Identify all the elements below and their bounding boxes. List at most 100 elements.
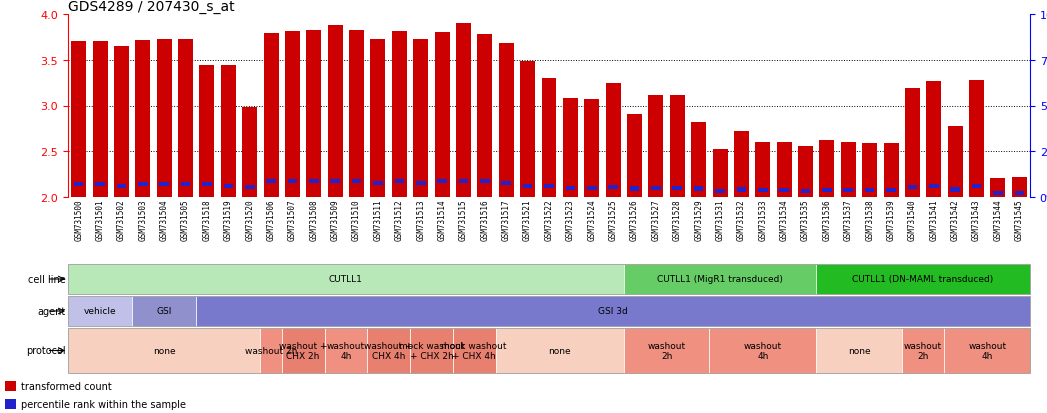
Text: CUTLL1 (MigR1 transduced): CUTLL1 (MigR1 transduced) — [658, 275, 783, 284]
Bar — [520, 62, 535, 197]
Bar — [758, 189, 767, 193]
Text: GSM731520: GSM731520 — [245, 199, 254, 240]
Text: GSM731543: GSM731543 — [972, 199, 981, 240]
Bar — [820, 141, 834, 197]
Bar — [755, 143, 771, 197]
Bar — [844, 189, 853, 193]
Bar — [624, 264, 817, 294]
Text: GSM731506: GSM731506 — [267, 199, 275, 240]
Text: GSM731544: GSM731544 — [994, 199, 1002, 240]
Bar — [331, 180, 340, 184]
Text: GSM731533: GSM731533 — [758, 199, 767, 240]
Text: GSM731539: GSM731539 — [887, 199, 895, 240]
Bar — [498, 44, 514, 197]
Bar — [817, 328, 901, 373]
Text: CUTLL1 (DN-MAML transduced): CUTLL1 (DN-MAML transduced) — [852, 275, 994, 284]
Text: GSM731528: GSM731528 — [673, 199, 682, 240]
Text: GSM731521: GSM731521 — [524, 199, 532, 240]
Bar — [456, 24, 471, 197]
Text: GSM731514: GSM731514 — [438, 199, 447, 240]
Text: GSM731534: GSM731534 — [780, 199, 788, 240]
Text: washout +
CHX 4h: washout + CHX 4h — [364, 341, 413, 360]
Bar — [951, 188, 960, 192]
Bar — [138, 183, 148, 187]
Text: mock washout
+ CHX 2h: mock washout + CHX 2h — [399, 341, 464, 360]
Bar — [565, 186, 575, 190]
Bar — [841, 143, 855, 197]
Text: GSM731542: GSM731542 — [951, 199, 960, 240]
Bar — [624, 328, 709, 373]
Bar — [927, 82, 941, 197]
Bar — [672, 186, 682, 190]
Text: percentile rank within the sample: percentile rank within the sample — [21, 399, 186, 409]
Bar — [905, 89, 920, 197]
Bar — [691, 123, 706, 197]
Text: none: none — [549, 346, 571, 355]
Bar — [181, 183, 191, 187]
Bar — [307, 31, 321, 197]
Text: GSM731517: GSM731517 — [502, 199, 511, 240]
Bar — [694, 187, 704, 191]
Bar — [862, 144, 877, 197]
Bar — [367, 328, 410, 373]
Text: GSM731526: GSM731526 — [630, 199, 639, 240]
Bar — [865, 189, 874, 193]
Bar — [178, 40, 193, 197]
Bar — [264, 34, 279, 197]
Text: GSI 3d: GSI 3d — [598, 307, 628, 316]
Bar — [261, 328, 282, 373]
Bar — [116, 184, 127, 188]
Bar — [5, 381, 16, 392]
Text: GSM731536: GSM731536 — [822, 199, 831, 240]
Bar — [948, 126, 962, 197]
Text: GSM731513: GSM731513 — [417, 199, 425, 240]
Bar — [990, 178, 1005, 197]
Bar — [1015, 192, 1024, 196]
Bar — [737, 188, 747, 192]
Text: washout +
CHX 2h: washout + CHX 2h — [279, 341, 328, 360]
Bar — [68, 296, 132, 326]
Text: GSM731502: GSM731502 — [117, 199, 126, 240]
Text: GSM731540: GSM731540 — [908, 199, 917, 240]
Text: GSM731510: GSM731510 — [352, 199, 361, 240]
Bar — [132, 296, 196, 326]
Bar — [822, 189, 831, 193]
Bar — [221, 66, 236, 197]
Text: GSM731524: GSM731524 — [587, 199, 596, 240]
Text: washout
2h: washout 2h — [904, 341, 942, 360]
Bar — [392, 32, 407, 197]
Bar — [373, 182, 383, 186]
Bar — [159, 183, 169, 187]
Text: GSM731529: GSM731529 — [694, 199, 704, 240]
Bar — [71, 43, 86, 197]
Bar — [1011, 178, 1027, 197]
Text: GSM731507: GSM731507 — [288, 199, 297, 240]
Bar — [245, 185, 254, 189]
Bar — [68, 328, 261, 373]
Bar — [715, 190, 725, 194]
Bar — [202, 183, 211, 187]
Text: CUTLL1: CUTLL1 — [329, 275, 363, 284]
Bar — [970, 81, 984, 197]
Bar — [651, 186, 661, 190]
Text: washout
2h: washout 2h — [647, 341, 686, 360]
Bar — [972, 184, 981, 188]
Text: GSM731508: GSM731508 — [309, 199, 318, 240]
Bar — [157, 40, 172, 197]
Text: GSM731505: GSM731505 — [181, 199, 191, 240]
Bar — [544, 184, 554, 188]
Text: GSM731516: GSM731516 — [481, 199, 489, 240]
Bar — [502, 182, 511, 186]
Bar — [325, 328, 367, 373]
Bar — [929, 184, 938, 188]
Text: vehicle: vehicle — [84, 307, 116, 316]
Text: agent: agent — [38, 306, 66, 316]
Text: washout
4h: washout 4h — [327, 341, 365, 360]
Bar — [95, 183, 105, 187]
Text: GDS4289 / 207430_s_at: GDS4289 / 207430_s_at — [68, 0, 235, 14]
Bar — [798, 146, 814, 197]
Bar — [266, 180, 276, 184]
Text: GSM731525: GSM731525 — [608, 199, 618, 240]
Text: GSM731541: GSM731541 — [930, 199, 938, 240]
Bar — [328, 26, 342, 197]
